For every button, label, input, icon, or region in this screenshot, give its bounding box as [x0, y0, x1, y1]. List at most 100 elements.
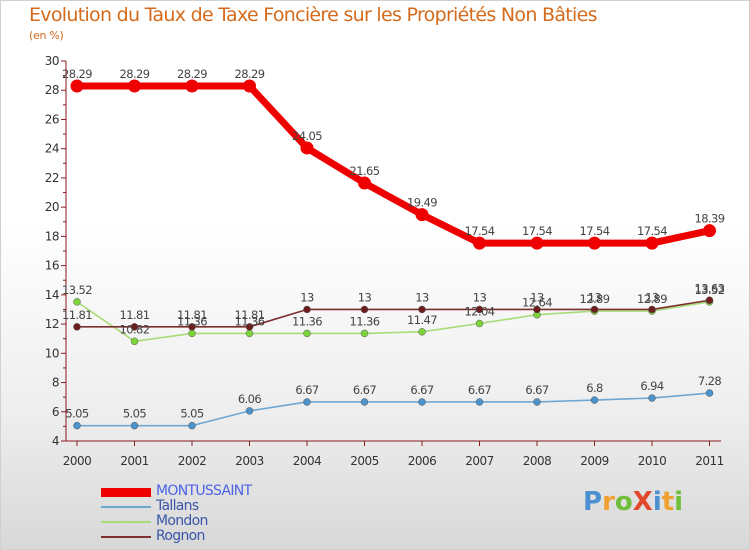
- y-tick-label: 28: [45, 83, 59, 97]
- y-tick-label: 20: [45, 200, 59, 214]
- x-tick-label: 2002: [178, 454, 207, 468]
- x-tick-label: 2003: [235, 454, 264, 468]
- y-tick-label: 8: [52, 376, 59, 390]
- data-label-rognon: 11.81: [62, 308, 92, 322]
- data-label-mondon: 11.36: [350, 314, 380, 328]
- legend-label: Tallans: [156, 498, 199, 514]
- x-tick-label: 2006: [408, 454, 437, 468]
- data-point-mondon: [475, 319, 484, 328]
- data-label-tallans: 6.67: [468, 383, 491, 397]
- data-label-rognon: 11.81: [120, 308, 150, 322]
- data-point-montussaint: [243, 79, 256, 93]
- data-point-montussaint: [588, 236, 601, 250]
- data-point-tallans: [648, 394, 656, 402]
- data-label-tallans: 7.28: [698, 374, 721, 388]
- data-label-rognon: 13: [473, 290, 487, 304]
- data-label-tallans: 6.67: [295, 383, 318, 397]
- data-point-montussaint: [645, 236, 659, 250]
- legend-label: Mondon: [156, 513, 208, 529]
- data-label-rognon: 13: [645, 290, 659, 304]
- data-label-tallans: 6.06: [238, 392, 261, 406]
- y-tick-label: 4: [52, 434, 59, 448]
- x-tick-label: 2004: [293, 454, 322, 468]
- y-tick-label: 22: [45, 171, 59, 185]
- legend-swatch: [101, 521, 151, 523]
- data-point-rognon: [475, 305, 484, 314]
- data-label-mondon: 13.52: [695, 283, 725, 297]
- data-point-montussaint: [185, 79, 199, 93]
- legend-label: Rognon: [156, 528, 205, 544]
- data-point-montussaint: [473, 236, 486, 250]
- legend-swatch: [101, 536, 151, 538]
- data-point-rognon: [705, 296, 714, 305]
- data-point-tallans: [303, 398, 311, 406]
- data-point-rognon: [130, 323, 139, 331]
- y-tick-label: 14: [45, 288, 59, 302]
- data-point-tallans: [533, 398, 541, 406]
- data-point-rognon: [418, 305, 426, 314]
- data-point-tallans: [245, 407, 254, 415]
- data-label-montussaint: 24.05: [292, 129, 322, 143]
- data-label-rognon: 11.81: [235, 308, 265, 322]
- data-label-rognon: 13: [530, 290, 544, 304]
- data-label-montussaint: 17.54: [637, 224, 667, 238]
- data-label-tallans: 6.94: [640, 379, 663, 393]
- data-label-tallans: 6.67: [410, 383, 433, 397]
- data-point-tallans: [590, 396, 599, 404]
- data-label-rognon: 13.63: [695, 281, 725, 295]
- series-line-montussaint: [77, 82, 711, 247]
- data-label-montussaint: 17.54: [522, 224, 552, 238]
- y-tick-label: 30: [45, 54, 59, 68]
- data-point-tallans: [130, 421, 139, 430]
- data-point-mondon: [360, 329, 369, 338]
- data-label-montussaint: 28.29: [62, 67, 92, 81]
- data-label-rognon: 13: [588, 290, 602, 304]
- chart-title: Evolution du Taux de Taxe Foncière sur l…: [29, 4, 598, 26]
- data-point-montussaint: [70, 79, 84, 93]
- data-point-rognon: [533, 305, 541, 314]
- y-tick-label: 26: [45, 112, 59, 126]
- y-tick-label: 16: [45, 259, 59, 273]
- proxiti-logo: ProXiti: [583, 487, 684, 517]
- y-tick-label: 12: [45, 317, 59, 331]
- data-point-rognon: [360, 305, 369, 314]
- line-chart: 4 6 8 10 12 14 16 18 20 22 24 26 28 30 2000 2001 2002 200…: [45, 54, 726, 468]
- data-point-montussaint: [415, 208, 429, 222]
- data-point-mondon: [245, 329, 254, 338]
- data-label-tallans: 5.05: [123, 407, 146, 421]
- data-label-montussaint: 19.49: [407, 196, 437, 210]
- data-label-montussaint: 28.29: [177, 67, 207, 81]
- data-point-rognon: [648, 305, 656, 314]
- data-label-montussaint: 21.65: [350, 164, 380, 178]
- data-point-montussaint: [530, 236, 544, 250]
- data-label-tallans: 6.8: [586, 381, 603, 395]
- legend-label: MONTUSSAINT: [156, 483, 252, 499]
- series-line-rognon: [77, 299, 710, 328]
- data-point-mondon: [303, 329, 311, 338]
- data-point-montussaint: [300, 141, 314, 155]
- x-tick-label: 2011: [695, 454, 724, 468]
- x-tick-label: 2005: [350, 454, 379, 468]
- data-label-tallans: 5.05: [180, 407, 203, 421]
- data-point-montussaint: [703, 224, 716, 238]
- x-tick-label: 2001: [120, 454, 149, 468]
- x-tick-label: 2009: [580, 454, 609, 468]
- data-label-tallans: 6.67: [353, 383, 376, 397]
- data-point-mondon: [418, 328, 426, 336]
- legend-swatch: [101, 506, 151, 508]
- data-point-tallans: [705, 389, 714, 397]
- legend-swatch: [101, 487, 151, 497]
- x-tick-label: 2008: [523, 454, 552, 468]
- chart-unit-label: (en %): [29, 29, 64, 42]
- data-label-tallans: 5.05: [65, 407, 88, 421]
- data-point-rognon: [245, 323, 254, 331]
- data-label-montussaint: 28.29: [235, 67, 265, 81]
- y-tick-label: 18: [45, 229, 59, 243]
- data-label-mondon: 12.04: [465, 304, 495, 318]
- data-point-montussaint: [358, 176, 371, 190]
- data-point-rognon: [303, 305, 311, 314]
- data-label-mondon: 13.52: [62, 283, 92, 297]
- data-point-tallans: [360, 398, 369, 406]
- data-label-montussaint: 18.39: [695, 212, 725, 226]
- data-point-rognon: [73, 323, 81, 331]
